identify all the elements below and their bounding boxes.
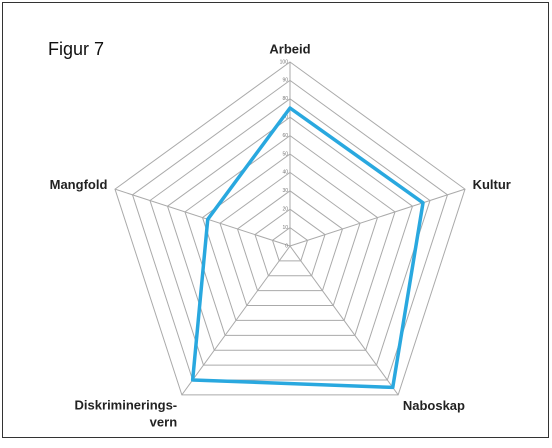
grid-ring	[149, 98, 431, 366]
r-tick-label: 10	[282, 225, 288, 231]
series-line	[190, 106, 425, 390]
grid-ring	[166, 116, 414, 351]
r-tick-label: 40	[282, 170, 288, 176]
grid-ring	[236, 190, 344, 292]
category-label: Kultur	[473, 177, 511, 192]
chart-title: Figur 7	[48, 39, 104, 59]
r-tick-label: 0	[285, 243, 288, 249]
spoke	[114, 188, 291, 247]
grid-ring	[131, 79, 449, 381]
r-tick-label: 30	[282, 188, 288, 194]
category-label: Diskriminerings-vern	[75, 398, 178, 430]
category-label: Arbeid	[269, 41, 310, 56]
spoke	[289, 245, 399, 396]
r-tick-label: 100	[280, 59, 289, 65]
r-tick-label: 20	[282, 207, 288, 213]
r-tick-label: 60	[282, 133, 288, 139]
r-tick-label: 50	[282, 151, 288, 157]
grid-ring	[184, 134, 396, 336]
spoke	[289, 188, 466, 247]
r-tick-label: 70	[282, 115, 288, 121]
category-label: Naboskap	[403, 398, 465, 413]
grid-ring	[254, 208, 326, 277]
grid-ring	[271, 226, 309, 262]
grid-ring	[219, 171, 361, 307]
spoke	[181, 245, 291, 396]
r-tick-label: 80	[282, 96, 288, 102]
r-tick-label: 90	[282, 78, 288, 84]
category-label: Mangfold	[50, 177, 108, 192]
grid-ring	[114, 61, 466, 396]
